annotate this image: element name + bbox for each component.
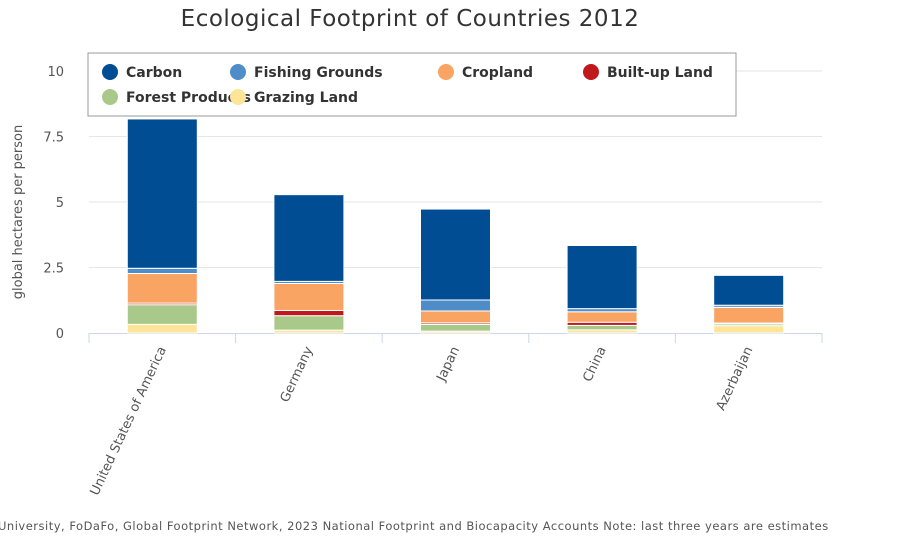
bar-segment-carbon[interactable] <box>713 274 785 306</box>
legend-label: Forest Products <box>126 90 251 106</box>
bar-segment-forest-products[interactable] <box>126 304 198 325</box>
legend-item-built-up-land[interactable]: Built-up Land <box>583 64 713 81</box>
bar-segment-fishing-grounds[interactable] <box>126 267 198 275</box>
y-tick-label: 10 <box>47 65 64 80</box>
legend-marker <box>230 89 246 105</box>
bar-segment-grazing-land[interactable] <box>126 323 198 334</box>
bar-segment-built-up-land[interactable] <box>273 309 345 317</box>
legend-item-forest-products[interactable]: Forest Products <box>102 89 251 106</box>
legend-label: Grazing Land <box>254 90 358 106</box>
legend-label: Carbon <box>126 65 182 81</box>
x-tick-label: Azerbaijan <box>714 344 757 413</box>
legend-label: Cropland <box>462 65 533 81</box>
bar-segment-fishing-grounds[interactable] <box>420 299 491 312</box>
bar-segment-carbon[interactable] <box>566 244 638 310</box>
legend-label: Fishing Grounds <box>254 65 383 81</box>
x-tick-label: Japan <box>434 344 463 384</box>
legend-item-grazing-land[interactable]: Grazing Land <box>230 89 358 106</box>
x-tick-label: China <box>580 344 609 384</box>
legend: Carbon Fishing Grounds Cropland Built-up La… <box>87 52 737 117</box>
bar-segment-carbon[interactable] <box>273 194 345 282</box>
bar-segment-cropland[interactable] <box>420 310 491 324</box>
y-tick-label: 7.5 <box>43 131 64 146</box>
x-tick-label: Germany <box>278 344 317 405</box>
bar-segment-grazing-land[interactable] <box>713 325 785 334</box>
bars <box>126 118 785 334</box>
credits-text: University, FoDaFo, Global Footprint Net… <box>0 519 829 533</box>
chart-title: Ecological Footprint of Countries 2012 <box>180 6 640 32</box>
bar-segment-forest-products[interactable] <box>566 324 638 331</box>
legend-box <box>87 52 737 117</box>
bar-segment-carbon[interactable] <box>420 208 491 301</box>
bar-segment-cropland[interactable] <box>566 311 638 323</box>
legend-marker <box>102 64 118 80</box>
bar-segment-cropland[interactable] <box>713 306 785 324</box>
y-tick-label: 0 <box>56 327 64 342</box>
bar-segment-forest-products[interactable] <box>420 323 491 332</box>
bar-segment-cropland[interactable] <box>273 282 345 311</box>
legend-marker <box>230 64 246 80</box>
y-axis-label: global hectares per person <box>11 125 26 299</box>
y-tick-label: 2.5 <box>43 262 64 277</box>
legend-marker <box>438 64 454 80</box>
legend-marker <box>583 64 599 80</box>
y-tick-label: 5 <box>56 196 64 211</box>
bar-segment-cropland[interactable] <box>126 273 198 304</box>
bar-segment-forest-products[interactable] <box>273 315 345 331</box>
axes <box>88 333 823 343</box>
tick-labels: 0 2.5 5 7.5 10 global hectares per person Unit… <box>11 65 756 498</box>
bar-segment-carbon[interactable] <box>126 118 198 269</box>
x-tick-label: United States of America <box>88 344 170 498</box>
legend-marker <box>102 89 118 105</box>
legend-item-carbon[interactable]: Carbon <box>102 64 182 81</box>
legend-label: Built-up Land <box>607 65 713 81</box>
legend-item-cropland[interactable]: Cropland <box>438 64 533 81</box>
legend-item-fishing-grounds[interactable]: Fishing Grounds <box>230 64 383 81</box>
